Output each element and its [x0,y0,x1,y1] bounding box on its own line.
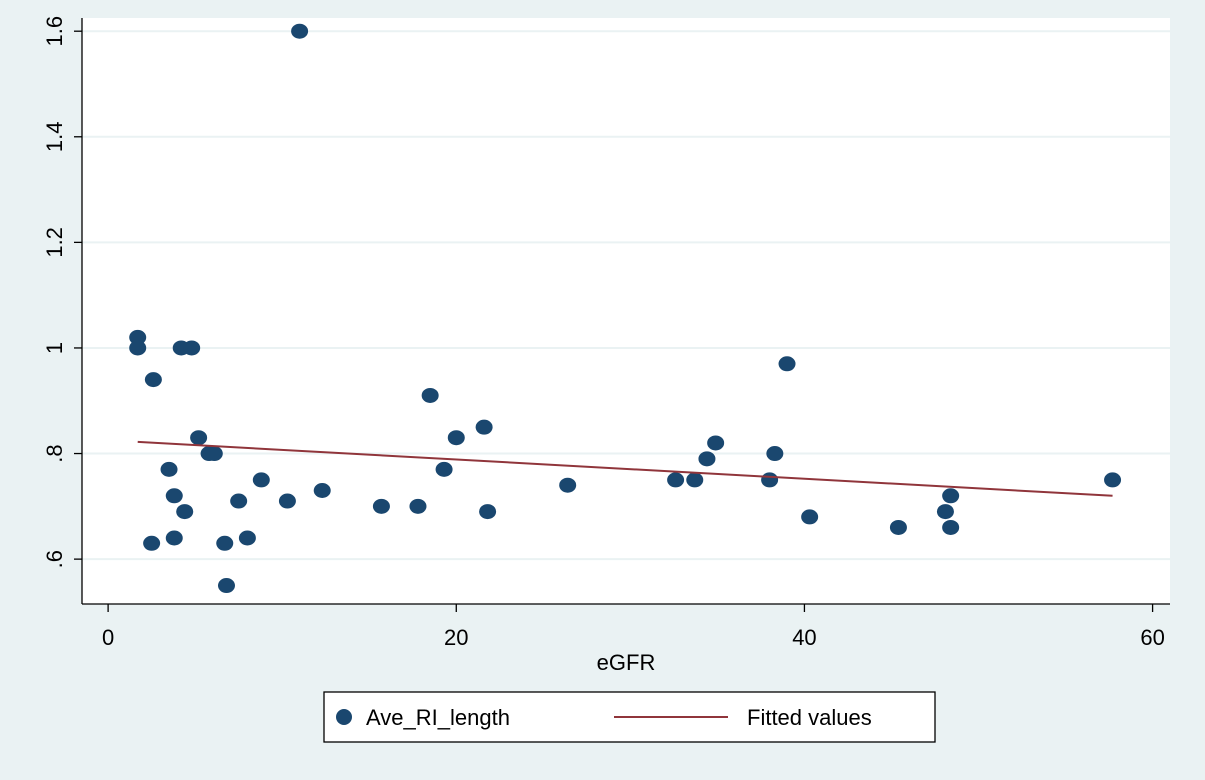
data-point [778,356,796,372]
data-point [160,461,178,477]
data-point [238,530,256,546]
data-point [205,446,223,462]
data-point [942,519,960,535]
data-point [409,498,427,514]
data-point [479,504,497,520]
legend-label-fitted-values: Fitted values [747,705,872,730]
data-point [190,430,208,446]
y-tick-label: 1.2 [42,227,67,258]
data-point [176,504,194,520]
data-point [667,472,685,488]
data-point [686,472,704,488]
data-point [889,519,907,535]
x-tick-label: 60 [1140,625,1164,650]
y-tick-label: .8 [42,444,67,462]
data-point [291,23,309,39]
data-point [942,488,960,504]
fit-line [137,440,1113,497]
x-tick-label: 20 [444,625,468,650]
data-point [144,372,162,388]
y-tick-label: .6 [42,550,67,568]
y-tick-label: 1.4 [42,121,67,152]
x-tick-label: 0 [102,625,114,650]
data-point [435,461,453,477]
data-point [698,451,716,467]
data-point [421,387,439,403]
series-fitted-values [137,440,1113,497]
legend-label-ave-ri-length: Ave_RI_length [366,705,510,730]
data-point [1104,472,1122,488]
y-tick-label: 1 [42,342,67,354]
data-point [766,446,784,462]
data-point [801,509,819,525]
data-point [313,482,331,498]
y-tick-label: 1.6 [42,16,67,47]
data-point [707,435,725,451]
grid-lines [82,30,1170,561]
data-point [252,472,270,488]
data-point [447,430,465,446]
data-point [230,493,248,509]
data-point [761,472,779,488]
data-point [143,535,161,551]
data-point [129,340,147,356]
x-tick-label: 40 [792,625,816,650]
data-point [278,493,296,509]
data-point [559,477,577,493]
data-point [165,488,183,504]
series-ave-ri-length [129,23,1122,594]
data-point [475,419,493,435]
plot-area [82,18,1170,604]
legend: Ave_RI_length Fitted values [323,691,936,743]
data-point [372,498,390,514]
data-point [217,578,235,594]
data-point [936,504,954,520]
legend-marker-ave-ri-length [336,709,352,725]
axes: .6 .8 1 1.2 1.4 1.6 0 20 40 60 [42,16,1170,650]
data-point [165,530,183,546]
x-axis-title: eGFR [597,650,656,675]
data-point [129,329,147,345]
data-point [183,340,201,356]
data-point [216,535,234,551]
